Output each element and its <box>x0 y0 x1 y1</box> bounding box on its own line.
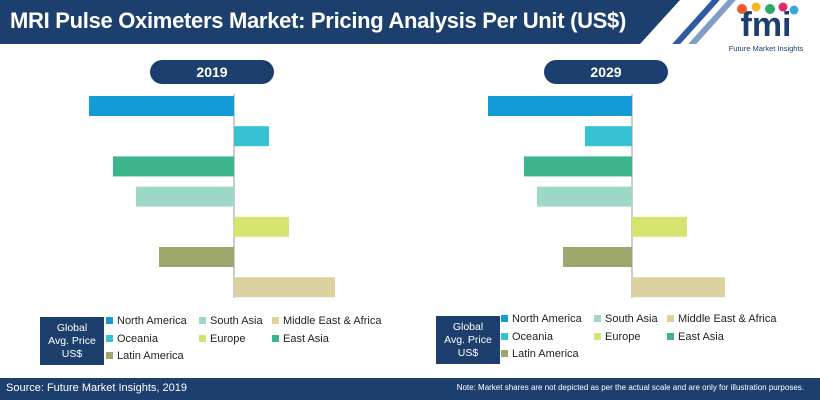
footer-note: Note: Market shares are not depicted as … <box>456 383 804 392</box>
legend-item-latin-america: Latin America <box>106 349 184 363</box>
legend-swatch <box>667 332 674 340</box>
legend-label: Middle East & Africa <box>678 313 777 325</box>
bar-2029-oceania <box>585 126 632 147</box>
legend-item-europe: Europe <box>594 330 640 344</box>
legend-swatch <box>667 314 674 322</box>
bar-2019-east-asia <box>113 156 234 177</box>
legend-item-europe: Europe <box>199 332 245 346</box>
bar-2019-middle-east-and-africa <box>234 277 335 298</box>
legend-swatch <box>501 332 508 340</box>
legend-swatch <box>199 334 206 342</box>
legend-swatch <box>501 349 508 357</box>
legend-item-middle-east-and-africa: Middle East & Africa <box>667 312 776 326</box>
legend-label: East Asia <box>283 333 329 345</box>
legend-item-oceania: Oceania <box>106 332 158 346</box>
legend-label: Middle East & Africa <box>283 315 382 327</box>
legend-label-line: Global <box>56 321 88 334</box>
legend-label-box-2029: Global Avg. Price US$ <box>436 316 500 364</box>
legend-label-line: Avg. Price <box>444 333 492 346</box>
legend-label: Europe <box>605 331 641 343</box>
legend-label: South Asia <box>210 315 263 327</box>
bar-2019-north-america <box>89 96 234 116</box>
legend-swatch <box>106 334 113 342</box>
legend-item-east-asia: East Asia <box>667 330 724 344</box>
legend-label: North America <box>117 315 187 327</box>
title-bar: MRI Pulse Oximeters Market: Pricing Anal… <box>0 0 680 44</box>
legend-item-east-asia: East Asia <box>272 332 329 346</box>
legend-label-line: US$ <box>457 346 479 359</box>
bar-2029-europe <box>632 216 687 237</box>
legend-label-line: Global <box>452 320 484 333</box>
legend-label: Latin America <box>512 348 579 360</box>
bar-2019-oceania <box>234 126 269 147</box>
legend-label: Oceania <box>117 333 158 345</box>
legend-swatch <box>272 316 279 324</box>
legend-label: Latin America <box>117 350 184 362</box>
fmi-logo-mark: fmi <box>737 2 799 44</box>
legend-label-line: Avg. Price <box>48 334 96 347</box>
footer: Source: Future Market Insights, 2019 Not… <box>0 378 820 400</box>
legend-swatch <box>594 332 601 340</box>
legend-label: South Asia <box>605 313 658 325</box>
svg-text:fmi: fmi <box>741 6 792 44</box>
legend-item-north-america: North America <box>106 314 187 328</box>
legend-swatch <box>106 351 113 359</box>
bar-2019-latin-america <box>159 247 234 267</box>
bar-2029-east-asia <box>524 156 632 177</box>
legend-item-south-asia: South Asia <box>594 312 658 326</box>
legend-label-line: US$ <box>61 347 83 360</box>
legend-swatch <box>272 334 279 342</box>
bar-2029-middle-east-and-africa <box>632 277 725 298</box>
legend-label-box-2019: Global Avg. Price US$ <box>40 317 104 365</box>
legend-item-middle-east-and-africa: Middle East & Africa <box>272 314 381 328</box>
legend-item-oceania: Oceania <box>501 330 553 344</box>
bar-2019-south-asia <box>136 186 234 207</box>
legend-label: East Asia <box>678 331 724 343</box>
fmi-logo: fmi Future Market Insights <box>716 2 816 58</box>
legend-swatch <box>501 314 508 322</box>
bar-2029-north-america <box>488 96 632 116</box>
logo-tagline: Future Market Insights <box>728 44 804 53</box>
year-pill-2029: 2029 <box>544 60 668 84</box>
page-title: MRI Pulse Oximeters Market: Pricing Anal… <box>10 8 627 33</box>
legend-item-latin-america: Latin America <box>501 347 579 361</box>
legend-label: North America <box>512 313 582 325</box>
year-pill-2019: 2019 <box>150 60 274 84</box>
legend-item-south-asia: South Asia <box>199 314 263 328</box>
legend-label: Europe <box>210 333 246 345</box>
legend-swatch <box>594 314 601 322</box>
bar-2029-south-asia <box>537 186 632 207</box>
bar-2019-europe <box>234 216 289 237</box>
legend-swatch <box>106 316 113 324</box>
legend-swatch <box>199 316 206 324</box>
bar-2029-latin-america <box>563 247 632 267</box>
footer-source: Source: Future Market Insights, 2019 <box>6 382 187 394</box>
legend-item-north-america: North America <box>501 312 582 326</box>
legend-label: Oceania <box>512 331 553 343</box>
